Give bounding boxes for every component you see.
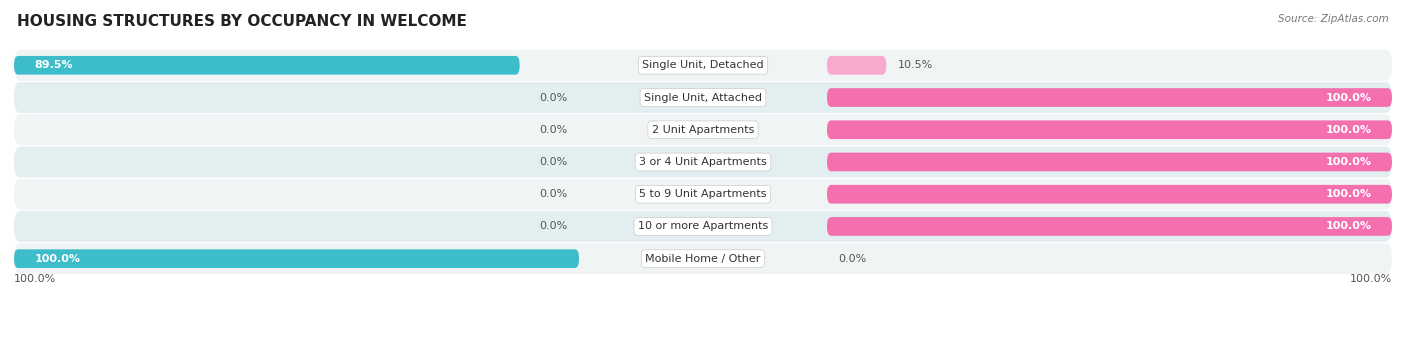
Text: HOUSING STRUCTURES BY OCCUPANCY IN WELCOME: HOUSING STRUCTURES BY OCCUPANCY IN WELCO… (17, 14, 467, 29)
Text: 100.0%: 100.0% (14, 274, 56, 284)
Text: 0.0%: 0.0% (540, 189, 568, 199)
Text: 100.0%: 100.0% (1326, 221, 1371, 232)
Text: 100.0%: 100.0% (1350, 274, 1392, 284)
FancyBboxPatch shape (14, 249, 579, 268)
FancyBboxPatch shape (14, 50, 1392, 81)
Text: 100.0%: 100.0% (1326, 125, 1371, 135)
FancyBboxPatch shape (14, 147, 1392, 177)
Text: 10.5%: 10.5% (897, 60, 932, 70)
Text: 100.0%: 100.0% (1326, 157, 1371, 167)
Text: 100.0%: 100.0% (35, 254, 80, 264)
FancyBboxPatch shape (827, 185, 1392, 204)
FancyBboxPatch shape (14, 82, 1392, 113)
FancyBboxPatch shape (827, 88, 1392, 107)
Text: 89.5%: 89.5% (35, 60, 73, 70)
Text: 10 or more Apartments: 10 or more Apartments (638, 221, 768, 232)
FancyBboxPatch shape (14, 243, 1392, 274)
Text: 0.0%: 0.0% (540, 221, 568, 232)
Text: Mobile Home / Other: Mobile Home / Other (645, 254, 761, 264)
Text: 2 Unit Apartments: 2 Unit Apartments (652, 125, 754, 135)
Text: Single Unit, Detached: Single Unit, Detached (643, 60, 763, 70)
FancyBboxPatch shape (827, 56, 886, 75)
FancyBboxPatch shape (14, 179, 1392, 210)
FancyBboxPatch shape (14, 56, 520, 75)
Text: 0.0%: 0.0% (540, 157, 568, 167)
Text: Source: ZipAtlas.com: Source: ZipAtlas.com (1278, 14, 1389, 24)
FancyBboxPatch shape (14, 211, 1392, 242)
Text: 100.0%: 100.0% (1326, 189, 1371, 199)
Text: Single Unit, Attached: Single Unit, Attached (644, 92, 762, 103)
Text: 100.0%: 100.0% (1326, 92, 1371, 103)
FancyBboxPatch shape (827, 153, 1392, 171)
Text: 5 to 9 Unit Apartments: 5 to 9 Unit Apartments (640, 189, 766, 199)
Text: 0.0%: 0.0% (838, 254, 866, 264)
FancyBboxPatch shape (827, 120, 1392, 139)
Text: 3 or 4 Unit Apartments: 3 or 4 Unit Apartments (640, 157, 766, 167)
FancyBboxPatch shape (827, 217, 1392, 236)
FancyBboxPatch shape (14, 114, 1392, 145)
Text: 0.0%: 0.0% (540, 92, 568, 103)
Text: 0.0%: 0.0% (540, 125, 568, 135)
